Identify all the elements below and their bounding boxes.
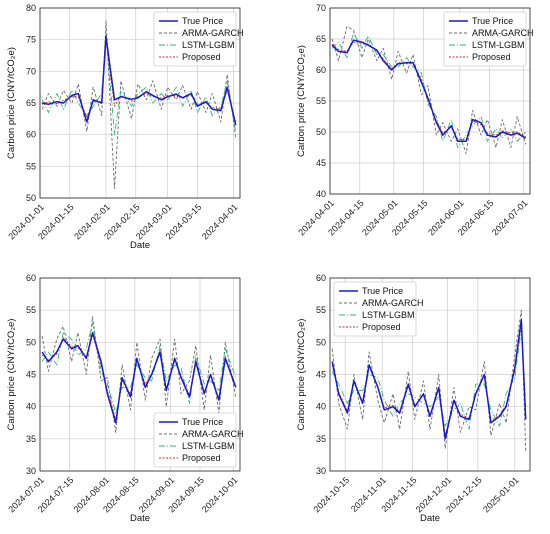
panel-3-ylabel: Carbon price (CNY/tCO₂e) <box>6 319 17 431</box>
panel-2-xtick-label-6: 2024-07-01 <box>490 198 530 238</box>
panel-2-ytick-label-4: 60 <box>316 65 326 75</box>
panel-1-frame <box>39 7 241 199</box>
panel-4-xtick-label-5: 2025-01-01 <box>481 475 521 515</box>
panel-3-ytick-label-2: 40 <box>26 402 36 412</box>
panel-2-series-proposed <box>331 41 526 140</box>
panel-2-ytick-label-2: 50 <box>316 127 326 137</box>
panel-3-ytick-label-1: 35 <box>26 434 36 444</box>
panel-1-xlabel: Date <box>130 240 150 251</box>
panel-1-ylabel: Carbon price (CNY/tCO₂e) <box>6 47 17 159</box>
panel-3-xlabel: Date <box>130 513 150 524</box>
panel-3-legend-label-2: LSTM-LGBM <box>182 441 235 451</box>
panel-4-legend-label-3: Proposed <box>362 322 401 332</box>
panel-4-xlabel: Date <box>420 513 440 524</box>
panel-1-legend-label-3: Proposed <box>182 52 221 62</box>
panel-1-ytick-label-6: 80 <box>26 3 36 13</box>
panel-2-legend-label-0: True Price <box>472 16 513 26</box>
panel-1-legend-label-0: True Price <box>182 16 223 26</box>
panel-2-legend-label-2: LSTM-LGBM <box>472 40 525 50</box>
panel-4-ytick-label-6: 60 <box>316 273 326 283</box>
panel-4-series-lstm-lgbm <box>331 329 527 430</box>
panel-4-legend-label-2: LSTM-LGBM <box>362 310 415 320</box>
panel-4-ytick-label-1: 35 <box>316 434 326 444</box>
panel-4-legend-label-1: ARMA-GARCH <box>362 298 424 308</box>
panel-3-ytick-label-3: 45 <box>26 370 36 380</box>
panel-2-ylabel: Carbon price (CNY/tCO₂e) <box>296 45 307 157</box>
panel-4-frame <box>329 277 531 472</box>
panel-4-ytick-label-4: 50 <box>316 337 326 347</box>
panel-1-legend-label-2: LSTM-LGBM <box>182 40 235 50</box>
panel-1-ytick-label-2: 60 <box>26 130 36 140</box>
panel-1-series-true-price <box>41 35 237 126</box>
panel-3-legend-label-3: Proposed <box>182 453 221 463</box>
panel-4-xtick-label-0: 2024-10-15 <box>312 475 352 515</box>
panel-1-ytick-label-1: 55 <box>26 161 36 171</box>
panel-4-legend <box>333 281 417 337</box>
panel-4-ytick-label-0: 30 <box>316 466 326 476</box>
panel-4-series-true-price <box>331 319 527 440</box>
panel-3-ytick-label-5: 55 <box>26 305 36 315</box>
panel-1-legend <box>153 11 237 67</box>
panel-1-series-arma-garch <box>41 20 237 189</box>
panel-3-legend <box>153 412 237 468</box>
panel-1-xtick-label-6: 2024-04-01 <box>200 202 240 242</box>
panel-1-ytick-label-5: 75 <box>26 35 36 45</box>
panel-3-ytick-label-0: 30 <box>26 466 36 476</box>
panel-3-ytick-label-6: 60 <box>26 273 36 283</box>
panel-4-legend-label-0: True Price <box>362 286 403 296</box>
panel-3-ytick-label-4: 50 <box>26 337 36 347</box>
panel-4-ylabel: Carbon price (CNY/tCO₂e) <box>296 319 307 431</box>
panel-1-series-proposed <box>41 39 237 123</box>
panel-3-series-arma-garch <box>41 316 237 433</box>
panel-1-ytick-label-0: 50 <box>26 193 36 203</box>
panel-2-series-arma-garch <box>331 26 527 155</box>
panel-2-frame <box>329 7 531 195</box>
panel-3-series-true-price <box>41 331 237 424</box>
panel-4-series-arma-garch <box>331 309 527 452</box>
panel-2-series-true-price <box>331 39 527 143</box>
panel-3-legend-label-0: True Price <box>182 417 223 427</box>
panel-2-ytick-label-0: 40 <box>316 189 326 199</box>
panel-2-legend-label-1: ARMA-GARCH <box>472 28 534 38</box>
panel-2-ytick-label-6: 70 <box>316 3 326 13</box>
panel-4-ytick-label-2: 40 <box>316 402 326 412</box>
panel-1-ytick-label-3: 65 <box>26 98 36 108</box>
panel-3-legend-label-1: ARMA-GARCH <box>182 429 244 439</box>
panel-3-series-lstm-lgbm <box>41 322 237 414</box>
panel-3-xtick-label-6: 2024-10-01 <box>200 475 240 515</box>
panel-2-legend <box>443 11 527 67</box>
panel-1-ytick-label-4: 70 <box>26 66 36 76</box>
panel-4-ytick-label-5: 55 <box>316 305 326 315</box>
panel-1-legend-label-1: ARMA-GARCH <box>182 28 244 38</box>
panel-2-ytick-label-5: 65 <box>316 34 326 44</box>
panel-2-ytick-label-1: 45 <box>316 158 326 168</box>
panel-2-legend-label-3: Proposed <box>472 52 511 62</box>
panel-2-ytick-label-3: 55 <box>316 96 326 106</box>
panel-3-frame <box>39 277 241 472</box>
panel-4-ytick-label-3: 45 <box>316 370 326 380</box>
